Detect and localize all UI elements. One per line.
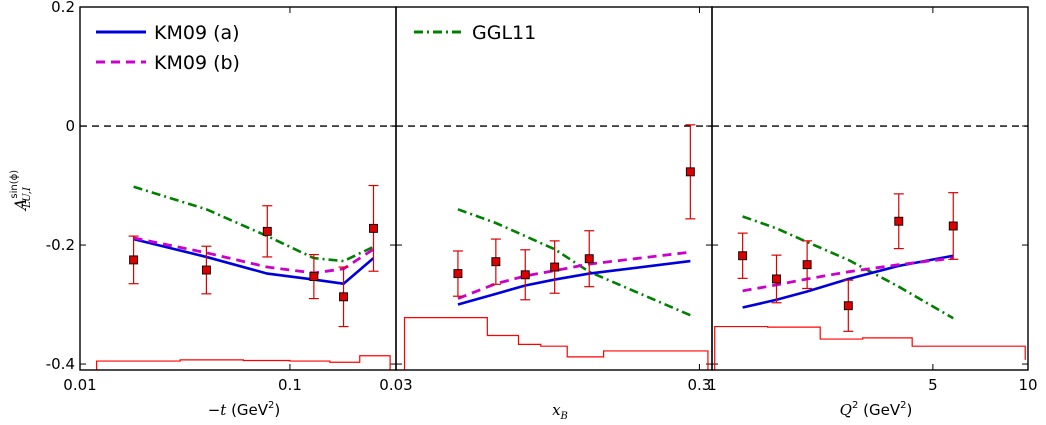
x-label-suffix: (GeV: [858, 401, 900, 419]
x-label-prefix: −: [208, 401, 221, 419]
x-label-var: t: [220, 401, 227, 419]
panel-2: 0.03 0.3 xB: [379, 6, 713, 422]
x-label-var: Q: [840, 401, 852, 419]
x-axis-label: xB: [552, 401, 568, 422]
curve-km09-a: [457, 259, 691, 306]
x-tick-label: 1: [707, 376, 717, 394]
x-tick-label: 0.03: [379, 376, 412, 394]
y-label-sub: LU,I: [22, 186, 33, 209]
x-label-suffix: (GeV: [226, 401, 268, 419]
systematics-band: [403, 317, 709, 370]
data-point: [685, 167, 695, 177]
x-tick-label: 5: [928, 376, 938, 394]
data-point: [262, 226, 272, 236]
y-axis-label-text: Asin(ϕ) LU,I: [9, 170, 33, 212]
data-point: [894, 216, 904, 226]
legend-label: GGL11: [472, 22, 536, 44]
curve-ggl11: [133, 185, 375, 263]
x-axis-label: −t (GeV2): [208, 400, 281, 419]
data-point: [453, 269, 463, 279]
legend-label: KM09 (b): [154, 52, 240, 74]
curve-ggl11: [457, 208, 691, 317]
curve-km09-b: [133, 236, 375, 275]
data-point: [802, 260, 812, 270]
y-tick-label: 0.2: [51, 0, 75, 16]
legend-label: KM09 (a): [154, 22, 240, 44]
panel-frame: [395, 6, 713, 371]
y-tick-label: -0.2: [46, 236, 75, 254]
data-point: [339, 292, 348, 302]
data-point: [520, 270, 530, 280]
data-point: [550, 262, 560, 272]
systematics-band: [96, 355, 391, 370]
x-tick-label: 10: [1018, 376, 1037, 394]
y-tick-label: -0.4: [46, 355, 75, 373]
y-axis-label: Asin(ϕ) LU,I: [9, 170, 33, 212]
y-tick-label: 0: [65, 117, 75, 135]
data-point: [843, 301, 853, 311]
x-label-end: ): [274, 401, 280, 419]
data-point: [129, 255, 139, 265]
systematics-band: [714, 325, 1026, 370]
curve-km09-a: [133, 237, 375, 286]
data-point: [738, 251, 748, 261]
data-point: [772, 274, 781, 284]
data-point: [369, 223, 378, 233]
data-point: [491, 257, 501, 267]
x-label-unit-sup: 2: [268, 400, 274, 411]
x-label-end: ): [906, 401, 912, 419]
x-tick-label: 0.3: [688, 376, 712, 394]
x-label-unit-sup: 2: [900, 400, 906, 411]
curve-km09-b: [742, 256, 954, 293]
x-tick-label: 0.1: [278, 376, 302, 394]
x-label-sup: 2: [852, 400, 858, 411]
panel-frame: [711, 6, 1029, 371]
curve-km09-b: [457, 250, 691, 300]
x-label-sub: B: [560, 411, 568, 422]
x-label-var: x: [552, 401, 561, 419]
x-tick-label: 0.01: [63, 376, 96, 394]
y-label-sup: sin(ϕ): [9, 170, 20, 199]
data-point: [948, 221, 958, 231]
x-axis-label: Q2 (GeV2): [840, 400, 913, 419]
data-point: [309, 272, 319, 282]
y-label-main: A: [11, 199, 30, 213]
data-point: [584, 254, 594, 264]
data-point: [201, 265, 211, 275]
